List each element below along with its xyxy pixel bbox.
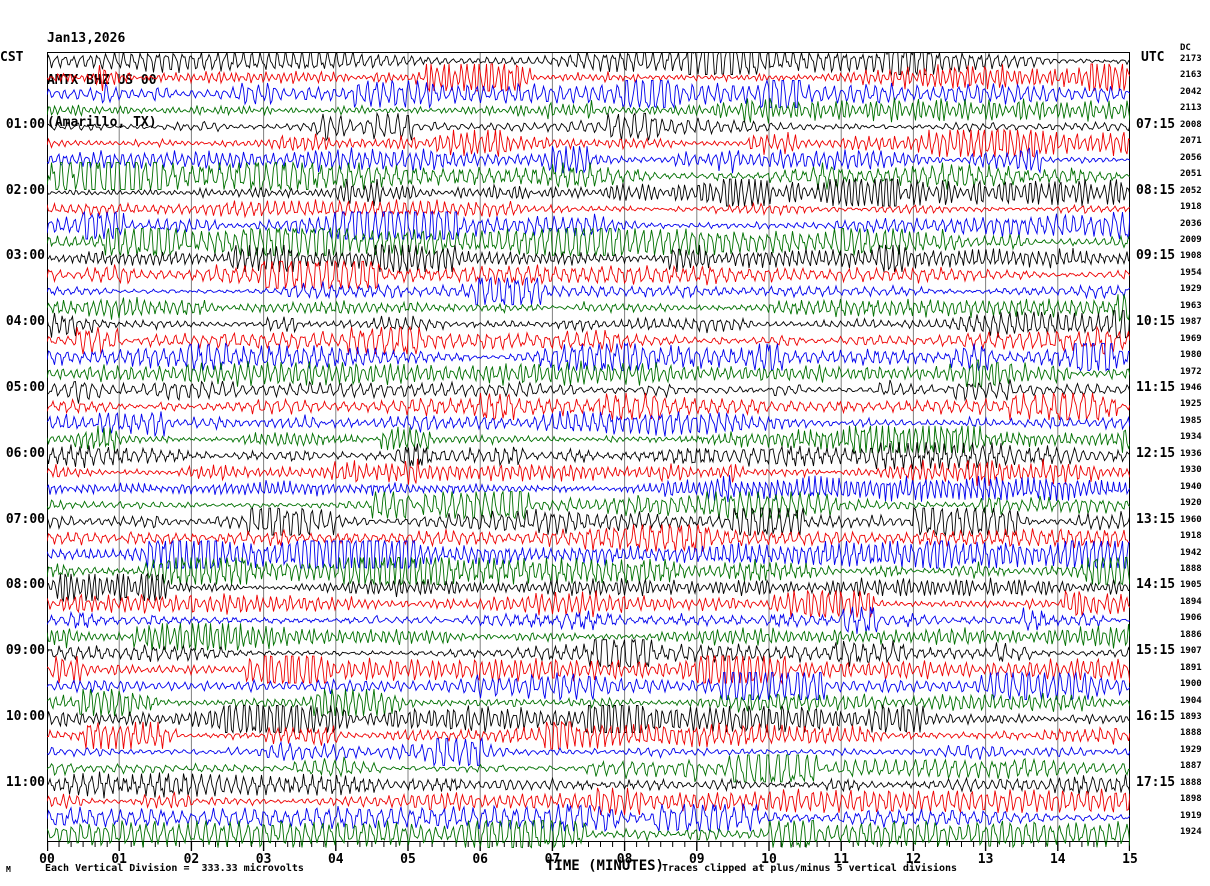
left-hour-label: 09:00: [5, 643, 45, 659]
station-header: Jan13,2026 AMTX BHZ US 00 (Amarillo, TX): [47, 4, 157, 144]
dc-value: 2051: [1180, 169, 1202, 180]
x-axis-tick-label: 02: [183, 852, 200, 867]
right-hour-label: 12:15: [1136, 445, 1176, 461]
right-hour-label: 13:15: [1136, 511, 1176, 527]
x-axis-tick-label: 03: [255, 852, 272, 867]
corner-mark: M: [6, 865, 11, 874]
dc-value: 1934: [1180, 432, 1202, 443]
dc-value: 1985: [1180, 415, 1202, 426]
heliplot-canvas: [47, 52, 1130, 851]
dc-value: 1960: [1180, 514, 1202, 525]
dc-value: 2052: [1180, 185, 1202, 196]
dc-value: 1898: [1180, 794, 1202, 805]
dc-value: 1888: [1180, 777, 1202, 788]
dc-value: 2163: [1180, 70, 1202, 81]
dc-value: 1930: [1180, 465, 1202, 476]
right-hour-label: 17:15: [1136, 774, 1176, 790]
dc-value: 1894: [1180, 596, 1202, 607]
dc-value: 2113: [1180, 103, 1202, 114]
dc-value: 1906: [1180, 613, 1202, 624]
dc-value: 1954: [1180, 267, 1202, 278]
dc-column-header: DC: [1180, 43, 1191, 53]
x-axis-tick-label: 11: [833, 852, 850, 867]
x-axis-tick-label: 08: [616, 852, 633, 867]
left-hour-label: 11:00: [5, 774, 45, 790]
x-axis-tick-label: 00: [39, 852, 55, 867]
right-hour-label: 08:15: [1136, 182, 1176, 198]
dc-value: 2071: [1180, 136, 1202, 147]
dc-value: 1905: [1180, 580, 1202, 591]
dc-value: 1925: [1180, 399, 1202, 410]
dc-value: 1919: [1180, 810, 1202, 821]
dc-value: 2008: [1180, 119, 1202, 130]
dc-value: 2056: [1180, 152, 1202, 163]
left-timezone-label: CST: [0, 50, 24, 65]
x-axis-tick-label: 14: [1049, 852, 1066, 867]
dc-value: 2173: [1180, 54, 1202, 64]
left-hour-label: 04:00: [5, 314, 45, 330]
dc-value: 1918: [1180, 531, 1202, 542]
x-axis-title: TIME (MINUTES): [545, 858, 664, 874]
dc-value: 2036: [1180, 218, 1202, 229]
dc-value: 1907: [1180, 646, 1202, 657]
dc-value: 1924: [1180, 827, 1202, 838]
clip-note: Traces clipped at plus/minus 5 vertical …: [662, 863, 958, 874]
x-axis-tick-label: 06: [472, 852, 489, 867]
dc-value: 1900: [1180, 679, 1202, 690]
x-axis-tick-label: 09: [688, 852, 705, 867]
right-hour-label: 11:15: [1136, 380, 1176, 395]
dc-value: 1987: [1180, 317, 1202, 328]
dc-value: 1908: [1180, 251, 1202, 262]
dc-value: 1888: [1180, 563, 1202, 574]
x-axis-tick-label: 01: [111, 852, 128, 867]
x-axis-tick-label: 12: [905, 852, 922, 867]
dc-value: 2042: [1180, 86, 1202, 97]
dc-value: 1940: [1180, 481, 1202, 492]
dc-value: 1920: [1180, 498, 1202, 509]
x-axis-tick-label: 04: [327, 852, 344, 867]
dc-value: 1904: [1180, 695, 1202, 706]
dc-value: 1963: [1180, 300, 1202, 311]
dc-value: 1929: [1180, 744, 1202, 755]
scale-note: Each Vertical Division = 333.33 microvol…: [45, 863, 304, 874]
dc-value: 1942: [1180, 547, 1202, 558]
right-hour-label: 10:15: [1136, 314, 1176, 330]
left-hour-label: 10:00: [5, 709, 45, 724]
left-hour-label: 07:00: [5, 511, 45, 527]
dc-value: 1980: [1180, 350, 1202, 361]
left-hour-label: 06:00: [5, 445, 45, 461]
header-date: Jan13,2026: [47, 31, 126, 46]
dc-value: 1929: [1180, 284, 1202, 295]
dc-value: 2009: [1180, 234, 1202, 245]
x-axis-tick-label: 15: [1122, 852, 1138, 867]
x-axis-tick-label: 13: [977, 852, 994, 867]
right-hour-label: 16:15: [1136, 709, 1176, 724]
left-hour-label: 03:00: [5, 248, 45, 264]
left-hour-label: 05:00: [5, 380, 45, 395]
dc-value: 1969: [1180, 333, 1202, 344]
dc-value: 1972: [1180, 366, 1202, 377]
left-hour-label: 02:00: [5, 182, 45, 198]
left-hour-label: 08:00: [5, 577, 45, 593]
dc-value: 1893: [1180, 712, 1202, 722]
right-hour-label: 14:15: [1136, 577, 1176, 593]
dc-value: 1888: [1180, 728, 1202, 739]
left-hour-label: 01:00: [5, 116, 45, 132]
right-hour-label: 09:15: [1136, 248, 1176, 264]
dc-value: 1887: [1180, 761, 1202, 772]
dc-value: 1946: [1180, 383, 1202, 393]
x-axis-tick-label: 05: [400, 852, 416, 867]
right-hour-label: 15:15: [1136, 643, 1176, 659]
dc-value: 1936: [1180, 448, 1202, 459]
dc-value: 1891: [1180, 662, 1202, 673]
dc-value: 1918: [1180, 202, 1202, 213]
right-hour-label: 07:15: [1136, 116, 1176, 132]
x-axis-tick-label: 10: [761, 852, 777, 867]
dc-value: 1886: [1180, 629, 1202, 640]
right-timezone-label: UTC: [1141, 50, 1165, 65]
x-axis-tick-label: 07: [544, 852, 561, 867]
